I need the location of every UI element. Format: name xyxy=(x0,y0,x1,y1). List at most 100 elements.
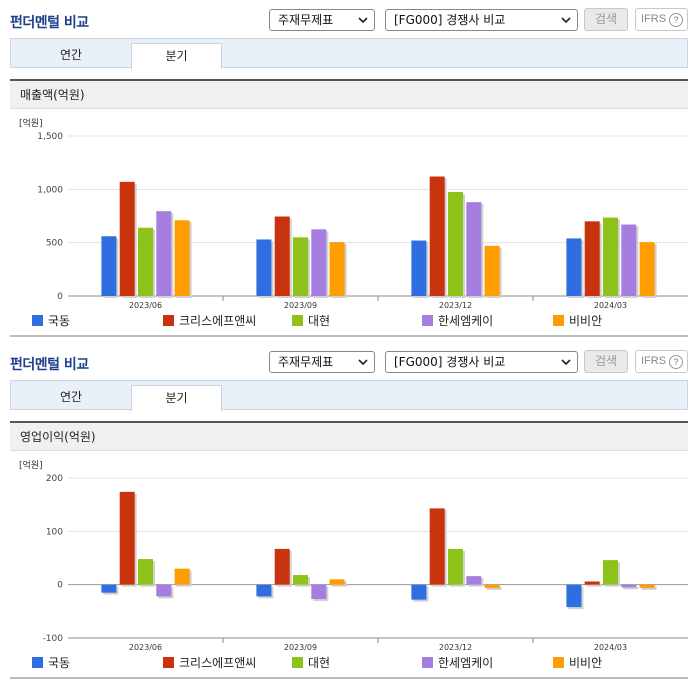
bar xyxy=(293,575,308,585)
compare-group-value: [FG000] 경쟁사 비교 xyxy=(394,355,506,369)
legend-label: 크리스에프앤씨 xyxy=(179,656,256,670)
legend-label: 크리스에프앤씨 xyxy=(179,314,256,328)
bar xyxy=(603,560,618,585)
x-tick-label: 2023/09 xyxy=(284,643,317,652)
y-tick-label: 0 xyxy=(57,292,63,302)
bar xyxy=(466,202,482,296)
statement-type-select[interactable]: 주재무제표 xyxy=(269,351,375,373)
compare-group-select[interactable]: [FG000] 경쟁사 비교 xyxy=(385,351,578,373)
bar-shadow xyxy=(623,586,639,590)
bar xyxy=(566,238,582,296)
bar xyxy=(466,576,482,585)
statement-type-value: 주재무제표 xyxy=(278,13,334,27)
bar xyxy=(621,224,637,296)
panel-title: 펀더멘털 비교 xyxy=(10,15,89,31)
ifrs-label: IFRS xyxy=(641,355,667,367)
compare-group-select[interactable]: [FG000] 경쟁사 비교 xyxy=(385,9,578,31)
bar-shadow xyxy=(586,583,602,587)
legend-label: 비비안 xyxy=(569,314,602,328)
section-title: 매출액(억원) xyxy=(10,79,688,109)
fundamental-panel-revenue: 펀더멘털 비교 주재무제표 [FG000] 경쟁사 비교 검색 IFRS ? 연… xyxy=(10,8,688,337)
legend-swatch xyxy=(32,657,43,668)
legend-label: 대현 xyxy=(308,314,330,328)
bar xyxy=(274,548,290,585)
bar xyxy=(448,192,463,296)
y-tick-label: 0 xyxy=(57,581,63,591)
legend-swatch xyxy=(422,657,433,668)
tab-annual[interactable]: 연간 xyxy=(59,390,83,404)
bar xyxy=(101,236,117,296)
bar xyxy=(484,584,500,588)
divider xyxy=(10,677,688,679)
panel-title: 펀더멘털 비교 xyxy=(10,357,89,373)
bar xyxy=(293,237,308,296)
legend-label: 국동 xyxy=(48,314,70,328)
bar xyxy=(566,584,582,608)
chevron-down-icon xyxy=(559,10,573,30)
bar xyxy=(429,508,445,585)
tab-quarterly[interactable]: 분기 xyxy=(131,43,222,70)
help-icon: ? xyxy=(669,355,683,369)
operating-profit-bar-chart: [억원] -100 0 100 200 2023/06 2023/09 2023/12 2024… xyxy=(19,459,688,670)
x-tick-label: 2023/06 xyxy=(129,301,162,310)
bar xyxy=(119,181,135,296)
y-tick-label: -100 xyxy=(43,634,64,644)
bar xyxy=(329,579,345,585)
y-tick-label: 500 xyxy=(46,239,63,249)
x-tick-label: 2024/03 xyxy=(594,643,627,652)
help-icon: ? xyxy=(669,13,683,27)
statement-type-value: 주재무제표 xyxy=(278,355,334,369)
x-tick-label: 2023/09 xyxy=(284,301,317,310)
tab-annual[interactable]: 연간 xyxy=(59,48,83,62)
legend-label: 비비안 xyxy=(569,656,602,670)
legend-swatch xyxy=(32,315,43,326)
bar xyxy=(329,242,345,296)
legend-swatch xyxy=(163,657,174,668)
bar xyxy=(448,548,463,585)
bar xyxy=(429,176,445,296)
fundamental-panel-operating-profit: 펀더멘털 비교 주재무제표 [FG000] 경쟁사 비교 검색 IFRS ? 연… xyxy=(0,342,696,684)
x-tick-label: 2023/12 xyxy=(439,301,472,310)
bar xyxy=(411,584,427,600)
bar xyxy=(639,584,655,588)
ifrs-button[interactable]: IFRS ? xyxy=(635,350,688,373)
y-tick-label: 1,500 xyxy=(37,132,63,142)
period-tabs: 연간 분기 xyxy=(10,380,688,412)
bar xyxy=(101,584,117,593)
chevron-down-icon xyxy=(356,10,370,30)
chevron-down-icon xyxy=(356,352,370,372)
bar xyxy=(156,584,172,597)
bar xyxy=(174,220,190,296)
bar xyxy=(256,584,272,597)
search-button[interactable]: 검색 xyxy=(584,350,628,373)
search-button[interactable]: 검색 xyxy=(584,8,628,31)
x-tick-label: 2023/12 xyxy=(439,643,472,652)
period-tabs: 연간 분기 xyxy=(10,38,688,70)
legend-swatch xyxy=(292,315,303,326)
bar xyxy=(138,559,153,585)
legend-swatch xyxy=(163,315,174,326)
ifrs-button[interactable]: IFRS ? xyxy=(635,8,688,31)
bar-shadow xyxy=(641,586,657,590)
ifrs-label: IFRS xyxy=(641,13,667,25)
legend-label: 한세엠케이 xyxy=(438,314,493,328)
bar xyxy=(274,216,290,296)
legend-label: 국동 xyxy=(48,656,70,670)
legend-swatch xyxy=(553,657,564,668)
legend-swatch xyxy=(292,657,303,668)
bar xyxy=(484,245,500,296)
legend-label: 대현 xyxy=(308,656,330,670)
tab-quarterly[interactable]: 분기 xyxy=(131,385,222,412)
bar xyxy=(174,568,190,585)
bar xyxy=(584,221,600,296)
x-tick-label: 2023/06 xyxy=(129,643,162,652)
bar xyxy=(639,242,655,296)
bar xyxy=(584,581,600,585)
bar xyxy=(156,211,172,296)
revenue-bar-chart: [억원] 0 500 1,000 1,500 2023/06 2023/09 2023/12 2… xyxy=(19,117,688,328)
legend-swatch xyxy=(553,315,564,326)
bar xyxy=(138,227,153,296)
bar xyxy=(256,239,272,296)
bar xyxy=(411,240,427,296)
statement-type-select[interactable]: 주재무제표 xyxy=(269,9,375,31)
